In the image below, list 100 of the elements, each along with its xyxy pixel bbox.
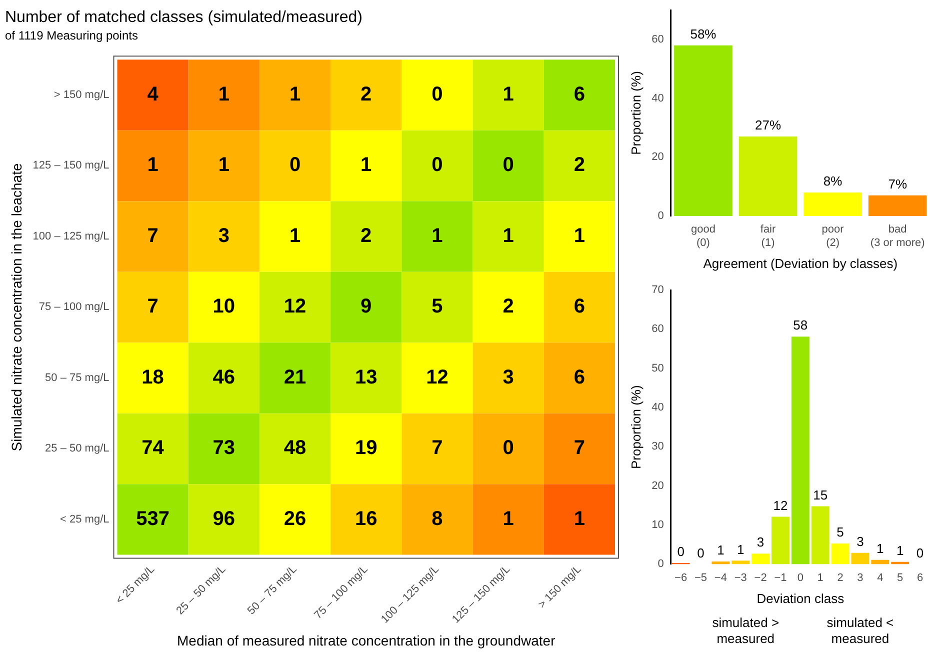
x-tick-label: −3 [734, 572, 747, 584]
data-label: 3 [756, 534, 764, 550]
data-label: 12 [284, 296, 306, 318]
data-label: 1 [502, 508, 514, 530]
bar [831, 543, 850, 564]
data-label: 1 [502, 83, 514, 106]
data-label: 26 [284, 508, 306, 530]
text: simulated < measured [826, 615, 894, 646]
data-label: 2 [574, 154, 586, 176]
data-label: 1 [876, 540, 884, 556]
x-axis-title: Agreement (Deviation by classes) [703, 256, 898, 271]
x-tick-label: good (0) [690, 224, 716, 249]
bar [712, 561, 730, 564]
y-tick-label: 20 [652, 480, 664, 492]
y-tick-label: 70 [652, 284, 664, 296]
data-label: 7 [147, 224, 158, 247]
y-tick-label: 125 – 150 mg/L [32, 160, 110, 172]
y-axis-title: Proportion (%) [628, 385, 644, 470]
y-tick-label: 40 [652, 92, 664, 104]
data-label: 6 [574, 296, 586, 318]
chart-subtitle: of 1119 Measuring points [5, 28, 138, 43]
y-tick-label: 0 [658, 210, 664, 222]
data-label: 7% [888, 176, 908, 192]
data-label: 0 [502, 437, 514, 460]
bar [791, 336, 810, 564]
bar [738, 136, 798, 216]
x-tick-label: 0 [797, 572, 804, 584]
data-label: 1 [147, 154, 158, 176]
data-label: 16 [355, 508, 378, 530]
data-label: 10 [212, 296, 236, 318]
y-tick-label: 30 [652, 440, 664, 453]
y-tick-label: 40 [652, 402, 664, 414]
data-label: 58 [793, 318, 808, 333]
x-tick-label: 2 [837, 572, 844, 584]
x-tick-label: −6 [674, 572, 688, 584]
y-tick-label: 50 [652, 362, 664, 374]
data-label: 3 [502, 366, 514, 388]
data-label: 2 [502, 296, 514, 318]
data-label: 0 [677, 544, 684, 560]
x-tick-label: poor (2) [822, 224, 844, 249]
data-label: 73 [212, 437, 236, 460]
x-tick-label: 5 [897, 572, 904, 584]
data-label: 8 [432, 508, 443, 530]
x-axis-title: Deviation class [756, 590, 845, 606]
data-label: 7 [432, 437, 443, 460]
x-tick-label: fair (1) [760, 224, 776, 249]
bar [811, 506, 830, 564]
data-label: 0 [289, 154, 301, 176]
y-axis-title: Simulated nitrate concentration in the leachate [8, 163, 24, 452]
y-tick-label: 60 [652, 323, 664, 336]
bar [772, 516, 790, 564]
x-tick-label: −1 [774, 572, 787, 584]
data-label: 537 [136, 508, 170, 530]
data-label: 0 [502, 154, 514, 176]
y-tick-label: > 150 mg/L [54, 89, 110, 102]
chart-title: Number of matched classes (simulated/measured) [5, 9, 362, 26]
data-label: 74 [142, 437, 165, 460]
data-label: 4 [147, 83, 160, 106]
data-label: 1 [218, 154, 230, 176]
data-label: 2 [360, 83, 372, 106]
data-label: 1 [360, 154, 372, 176]
data-label: 0 [697, 545, 704, 560]
data-label: 0 [432, 83, 443, 106]
bar [871, 560, 890, 564]
x-tick-label: 3 [857, 572, 864, 584]
data-label: 15 [813, 487, 828, 502]
y-tick-label: 25 – 50 mg/L [45, 442, 110, 455]
data-label: 0 [432, 154, 443, 176]
data-label: 21 [284, 366, 306, 388]
y-tick-label: 20 [652, 151, 664, 164]
data-label: 12 [426, 366, 448, 388]
x-tick-label: −4 [714, 572, 727, 584]
data-label: 3 [856, 534, 864, 549]
y-tick-label: 50 – 75 mg/L [45, 372, 110, 384]
data-label: 9 [360, 296, 372, 318]
x-tick-label: bad (3 or more) [870, 224, 925, 249]
data-label: 48 [284, 437, 306, 460]
bar [732, 560, 750, 564]
data-label: 18 [142, 366, 164, 388]
data-label: 7 [147, 296, 158, 318]
x-tick-label: −5 [694, 572, 708, 584]
data-label: 27% [755, 118, 782, 133]
text: simulated > measured [712, 615, 780, 646]
x-axis-title: Median of measured nitrate concentration in the groundwater [177, 632, 556, 648]
bar [804, 192, 862, 216]
data-label: 1 [289, 83, 301, 106]
data-label: 19 [355, 437, 378, 460]
data-label: 1 [896, 542, 904, 558]
y-tick-label: 75 – 100 mg/L [38, 301, 110, 314]
bar [674, 45, 732, 216]
x-tick-label: 1 [817, 572, 824, 584]
data-label: 58% [690, 26, 717, 42]
data-label: 1 [717, 542, 724, 558]
data-label: 1 [736, 542, 744, 557]
data-label: 1 [574, 508, 586, 530]
data-label: 8% [823, 174, 843, 189]
data-label: 6 [574, 83, 586, 106]
data-label: 5 [836, 524, 844, 540]
x-tick-label: −2 [754, 572, 767, 584]
data-label: 7 [574, 437, 586, 460]
